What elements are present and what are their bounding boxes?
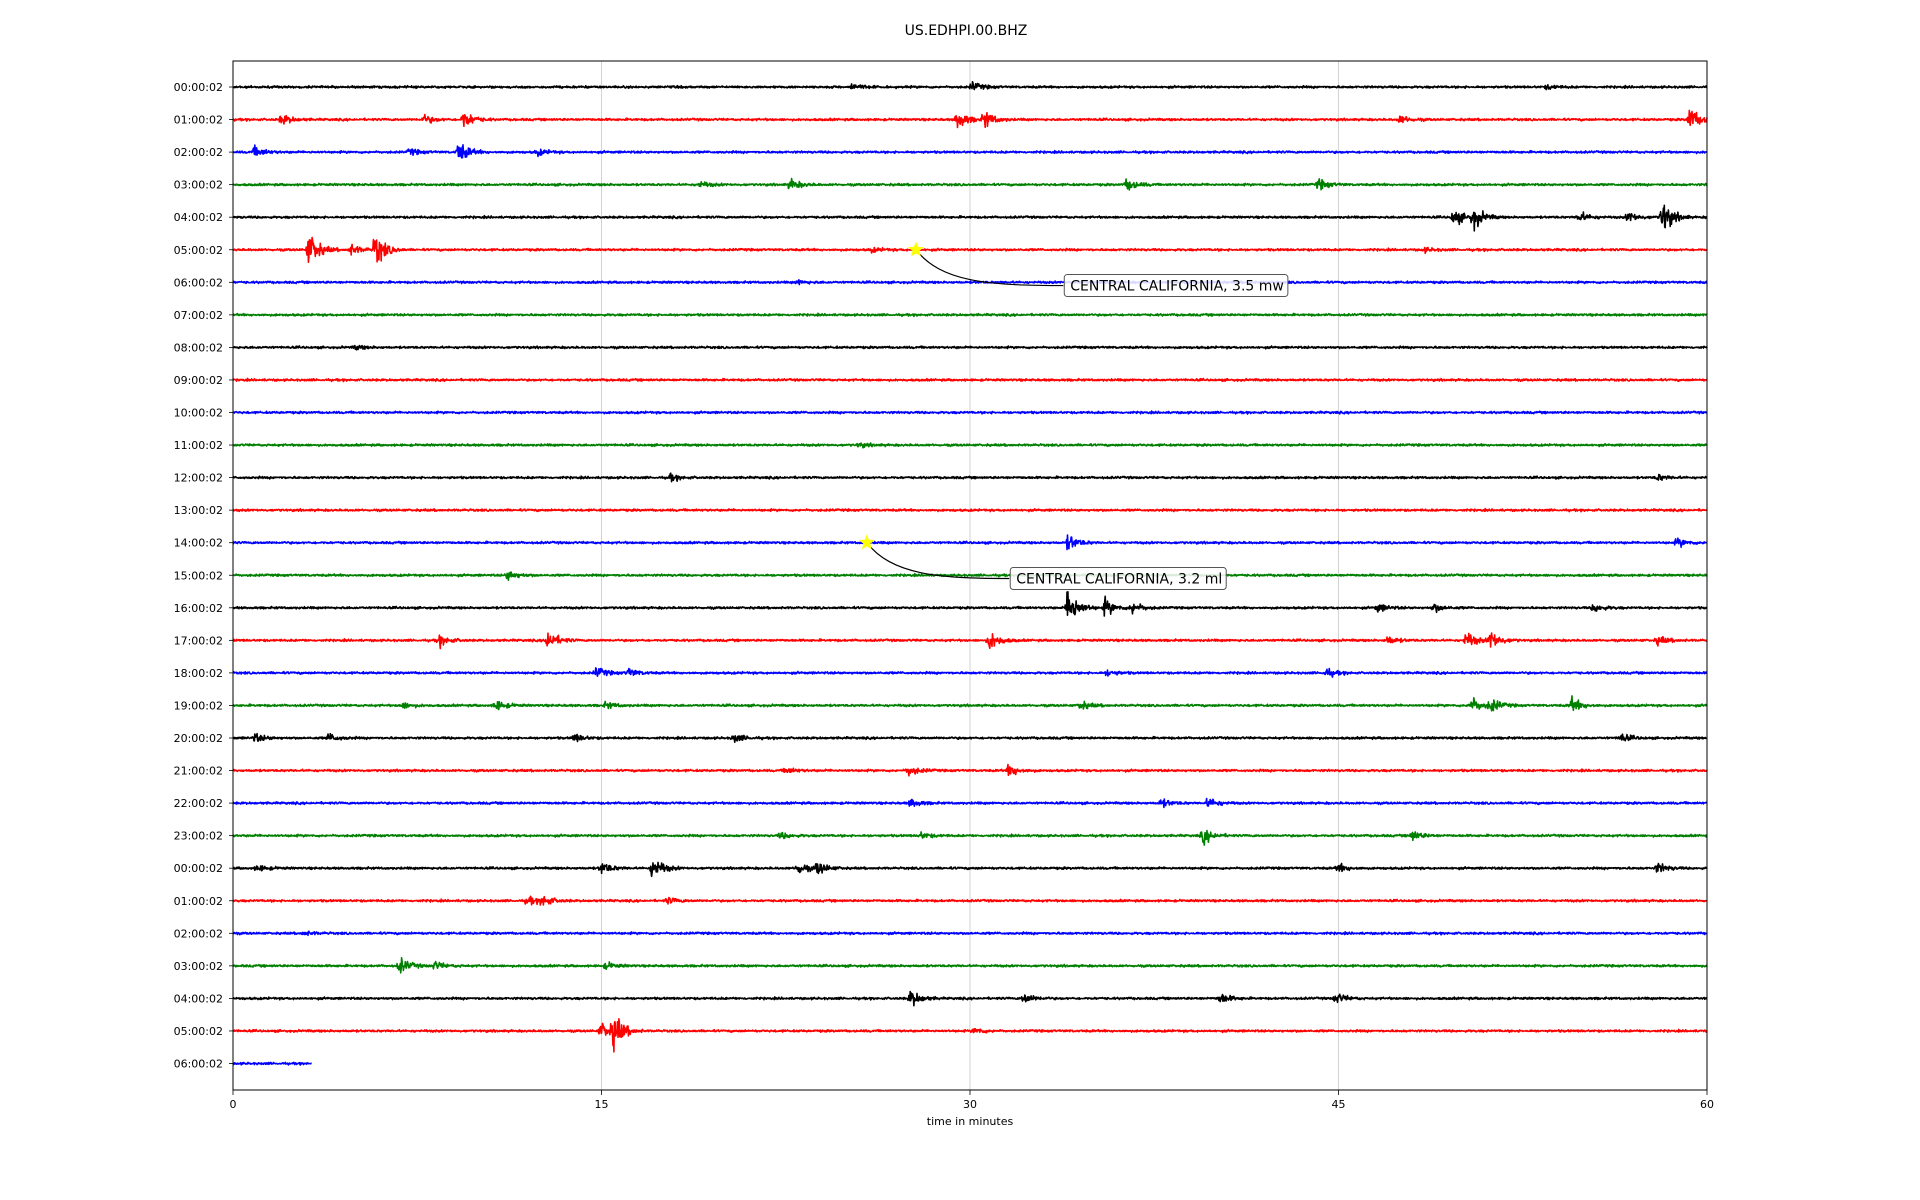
row-label: 15:00:02 [174,569,223,582]
trace-row-0 [232,81,1708,91]
annotation-label: CENTRAL CALIFORNIA, 3.2 ml [1009,567,1227,591]
row-label: 04:00:02 [174,211,223,224]
row-label: 08:00:02 [174,341,223,354]
trace-row-15 [232,571,1708,581]
trace-row-24 [232,861,1708,878]
event-star-marker [858,534,875,550]
x-tick-label: 45 [1332,1098,1346,1111]
row-label: 14:00:02 [174,537,223,550]
row-label: 01:00:02 [174,895,223,908]
trace-row-26 [232,930,1708,937]
trace-row-11 [232,442,1708,449]
row-label: 05:00:02 [174,1025,223,1038]
trace-row-23 [232,829,1708,846]
annotation-text: CENTRAL CALIFORNIA, 3.2 ml [1016,572,1222,588]
trace-row-8 [232,344,1708,351]
row-label: 07:00:02 [174,309,223,322]
trace-row-7 [232,312,1708,318]
row-label: 04:00:02 [174,992,223,1005]
row-label: 02:00:02 [174,927,223,940]
row-label: 09:00:02 [174,374,223,387]
annotation-text: CENTRAL CALIFORNIA, 3.5 mw [1070,279,1284,295]
trace-row-4 [232,204,1708,232]
trace-row-25 [232,895,1708,906]
trace-row-21 [232,763,1708,777]
row-label: 13:00:02 [174,504,223,517]
annotation-box [1063,274,1289,298]
trace-row-10 [232,410,1708,415]
trace-row-2 [232,144,1708,159]
trace-row-6 [232,279,1708,286]
x-ticks: 0 15 30 45 60 [230,1090,1714,1111]
row-label: 01:00:02 [174,114,223,127]
trace-row-5 [232,236,1708,263]
annotation-box [1009,567,1227,591]
trace-row-13 [232,507,1708,513]
trace-row-12 [232,472,1708,483]
row-label: 16:00:02 [174,602,223,615]
trace-row-9 [232,377,1708,383]
annotations: CENTRAL CALIFORNIA, 3.5 mw CENTRAL CALIFO… [858,241,1289,591]
row-label: 06:00:02 [174,276,223,289]
chart-title: US.EDHPI.00.BHZ [905,23,1028,39]
row-label: 17:00:02 [174,634,223,647]
row-labels: 00:00:02 01:00:02 02:00:02 03:00:02 04:00:02… [174,81,233,1071]
trace-row-30 [232,1061,312,1066]
x-tick-label: 30 [963,1098,977,1111]
row-label: 03:00:02 [174,179,223,192]
plot-frame [232,60,1708,1091]
event-star-marker [907,241,924,257]
trace-row-3 [232,177,1708,191]
row-label: 22:00:02 [174,797,223,810]
trace-row-22 [232,797,1708,809]
trace-row-29 [232,1018,1708,1053]
row-label: 06:00:02 [174,1058,223,1071]
x-axis-label: time in minutes [927,1115,1014,1128]
row-label: 18:00:02 [174,667,223,680]
trace-row-1 [232,109,1708,129]
trace-row-20 [232,732,1708,743]
annotation-arrow [866,542,1010,580]
trace-row-27 [232,957,1708,974]
trace-row-18 [232,667,1708,678]
row-label: 11:00:02 [174,439,223,452]
row-label: 23:00:02 [174,830,223,843]
row-label: 21:00:02 [174,765,223,778]
row-label: 05:00:02 [174,244,223,257]
trace-row-14 [232,534,1708,551]
x-tick-label: 0 [230,1098,237,1111]
trace-row-19 [232,695,1708,712]
row-label: 00:00:02 [174,862,223,875]
row-label: 00:00:02 [174,81,223,94]
x-tick-label: 15 [595,1098,609,1111]
row-label: 20:00:02 [174,732,223,745]
trace-row-17 [232,632,1708,650]
trace-row-28 [232,990,1708,1007]
traces [232,81,1708,1066]
trace-row-16 [232,591,1708,617]
annotation-arrow [915,249,1064,287]
annotation-label: CENTRAL CALIFORNIA, 3.5 mw [1063,274,1289,298]
row-label: 02:00:02 [174,146,223,159]
row-label: 10:00:02 [174,407,223,420]
row-label: 19:00:02 [174,699,223,712]
x-tick-label: 60 [1700,1098,1714,1111]
row-label: 12:00:02 [174,472,223,485]
row-label: 03:00:02 [174,960,223,973]
